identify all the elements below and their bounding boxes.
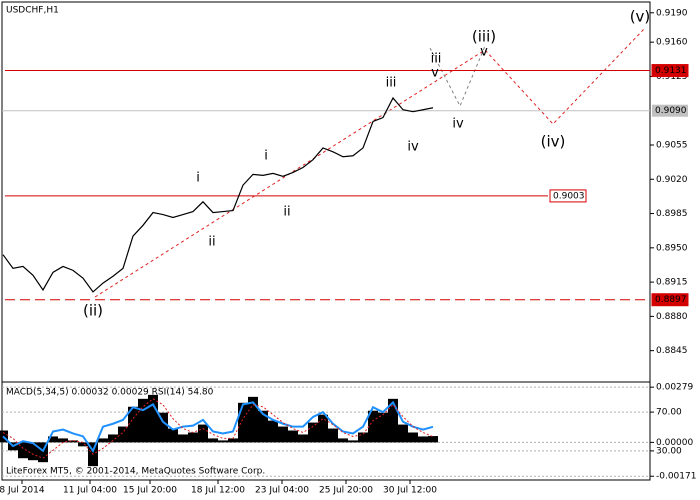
histogram-bar xyxy=(138,398,148,443)
histogram-bar xyxy=(348,440,358,443)
y-tick-label: 0.9190 xyxy=(656,8,688,18)
histogram-bar xyxy=(388,398,398,443)
histogram-bar xyxy=(218,440,228,443)
price-line xyxy=(2,96,434,293)
y-tick-label: 0.8880 xyxy=(656,312,688,322)
x-tick-label: 23 Jul 04:00 xyxy=(255,486,309,496)
wave-label: iv xyxy=(452,117,464,132)
histogram-bar xyxy=(198,424,208,443)
x-tick-label: 30 Jul 12:00 xyxy=(383,486,437,496)
wave-label: i xyxy=(196,171,200,186)
level-box xyxy=(651,64,689,78)
x-tick-label: 15 Jul 20:00 xyxy=(123,486,177,496)
y-tick-label: 0.00000 xyxy=(656,438,693,448)
source-note: LiteForex MT5, © 2001-2014, MetaQuotes S… xyxy=(6,467,265,477)
histogram-bar xyxy=(338,438,348,443)
histogram-bar xyxy=(38,442,48,463)
wave-label: (iii) xyxy=(472,28,496,46)
histogram-bar xyxy=(278,426,288,443)
current-price-box xyxy=(652,104,688,117)
histogram-bar xyxy=(268,420,278,443)
histogram-bar xyxy=(398,424,408,443)
histogram-bar xyxy=(298,434,308,443)
histogram-bar xyxy=(118,426,128,443)
histogram-bar xyxy=(318,414,328,443)
histogram-bar xyxy=(98,438,108,443)
histogram-bar xyxy=(258,410,268,443)
level-label: 0.9131 xyxy=(655,66,687,76)
histogram-bar xyxy=(228,438,238,443)
y2-tick-label: 30.00 xyxy=(656,446,682,456)
y-tick-label: 0.8845 xyxy=(656,346,688,356)
rsi-line xyxy=(2,400,434,453)
wave-label: (ii) xyxy=(83,302,103,320)
histogram-bar xyxy=(78,442,88,447)
plot-frame xyxy=(1,1,651,481)
wave-label: iii xyxy=(386,76,397,91)
histogram-bar xyxy=(178,434,188,443)
wave-projection-minor xyxy=(429,45,486,108)
histogram-bar xyxy=(168,428,178,443)
wave-label: v xyxy=(431,66,439,81)
wave-label: ii xyxy=(283,205,290,220)
histogram-bar xyxy=(328,428,338,443)
histogram-bar xyxy=(308,422,318,443)
wave-label: iv xyxy=(407,140,419,155)
y-tick-label: 0.9055 xyxy=(656,140,688,150)
y-tick-label: -0.00171 xyxy=(656,472,696,482)
signal-line xyxy=(2,398,434,459)
chart-title: USDCHF,H1 xyxy=(6,6,59,16)
histogram-bar xyxy=(148,394,158,443)
level-label: 0.8897 xyxy=(655,295,687,305)
histogram-bar xyxy=(418,436,428,443)
y-tick-label: 0.9160 xyxy=(656,38,688,48)
y-tick-label: 0.00279 xyxy=(656,383,693,393)
wave-label: (v) xyxy=(630,8,651,26)
histogram-bar xyxy=(58,438,68,443)
wave-label: i xyxy=(264,149,268,164)
x-tick-label: 11 Jul 04:00 xyxy=(63,486,117,496)
x-tick-label: 18 Jul 12:00 xyxy=(191,486,245,496)
level-box xyxy=(651,293,689,307)
histogram-bar xyxy=(188,432,198,443)
y-tick-label: 0.8985 xyxy=(656,209,688,219)
wave-label: iii xyxy=(431,52,442,67)
histogram-bar xyxy=(28,442,38,461)
x-tick-label: 8 Jul 2014 xyxy=(0,486,45,496)
histogram-bar xyxy=(128,406,138,443)
histogram-bar xyxy=(68,440,78,443)
indicator-title: MACD(5,34,5) 0.00032 0.00029 RSI(14) 54.… xyxy=(6,388,214,398)
y2-tick-label: 70.00 xyxy=(656,408,682,418)
histogram-bar xyxy=(48,436,58,443)
histogram-bar xyxy=(408,432,418,443)
histogram-bar xyxy=(288,430,298,443)
histogram-bar xyxy=(358,432,368,443)
wave-label: (iv) xyxy=(541,133,566,151)
level-label: 0.9003 xyxy=(553,191,585,201)
histogram-bar xyxy=(238,402,248,443)
level-box xyxy=(549,189,587,203)
histogram-bar xyxy=(368,410,378,443)
y-tick-label: 0.8950 xyxy=(656,243,688,253)
histogram-bar xyxy=(158,412,168,443)
histogram-bar xyxy=(18,442,28,459)
wave-label: v xyxy=(480,45,488,60)
histogram-bar xyxy=(248,396,258,443)
histogram-bar xyxy=(108,434,118,443)
current-price-label: 0.9090 xyxy=(655,106,687,116)
histogram-bar xyxy=(428,436,438,443)
y-tick-label: 0.8915 xyxy=(656,278,688,288)
wave-label: ii xyxy=(208,235,215,250)
histogram-bar xyxy=(378,412,388,443)
histogram-bar xyxy=(208,438,218,443)
x-tick-label: 25 Jul 20:00 xyxy=(319,486,373,496)
y-tick-label: 0.9020 xyxy=(656,175,688,185)
